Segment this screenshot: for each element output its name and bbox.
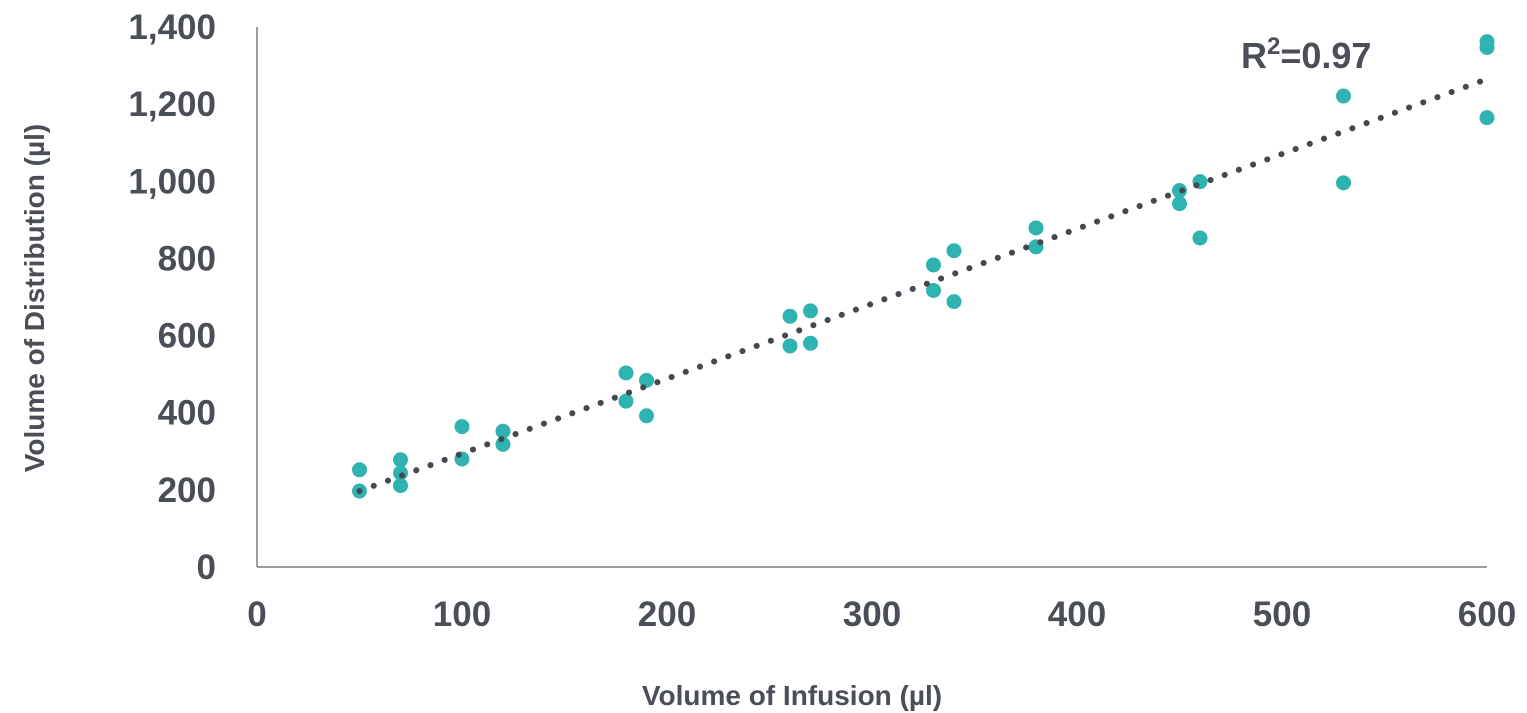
data-point <box>352 462 367 478</box>
data-point <box>803 335 818 351</box>
r-squared-value: =0.97 <box>1280 35 1371 76</box>
x-tick-label: 0 <box>247 595 266 634</box>
r-squared-superscript: 2 <box>1267 33 1280 60</box>
y-tick-label: 800 <box>158 239 216 278</box>
data-point <box>454 419 470 435</box>
x-tick-label: 100 <box>433 595 491 634</box>
trendline <box>356 76 1490 495</box>
data-point <box>782 338 798 354</box>
data-point <box>946 243 962 259</box>
y-tick-label: 1,000 <box>128 162 216 201</box>
r-squared-annotation: R2=0.97 <box>1241 33 1371 76</box>
r-squared-base: R <box>1241 35 1267 76</box>
data-point <box>495 423 511 439</box>
x-tick-label: 600 <box>1458 595 1516 634</box>
data-points <box>352 34 1495 499</box>
x-tick-label: 400 <box>1048 595 1106 634</box>
data-point <box>782 308 798 324</box>
x-tick-label: 200 <box>638 595 696 634</box>
y-tick-labels: 0 200 400 600 800 1,000 1,200 1,400 <box>128 8 216 587</box>
data-point <box>946 294 962 310</box>
y-tick-label: 1,200 <box>128 85 216 124</box>
data-point <box>1479 110 1495 126</box>
data-point <box>1336 88 1351 104</box>
data-point <box>1028 220 1044 236</box>
data-point <box>1336 175 1351 191</box>
data-point <box>1172 196 1187 212</box>
data-point <box>618 393 634 409</box>
x-tick-labels: 0 100 200 300 400 500 600 <box>247 595 1516 634</box>
x-tick-label: 300 <box>843 595 901 634</box>
y-axis-label: Volume of Distribution (µl) <box>19 124 50 472</box>
y-tick-label: 400 <box>158 394 216 433</box>
data-point <box>639 372 654 388</box>
y-tick-label: 200 <box>158 471 216 510</box>
data-point <box>393 452 408 468</box>
data-point <box>618 365 634 381</box>
data-point <box>926 257 941 273</box>
data-point <box>803 303 818 319</box>
data-point <box>926 282 941 298</box>
x-axis-label: Volume of Infusion (µl) <box>642 680 942 711</box>
y-tick-label: 0 <box>197 548 216 587</box>
y-tick-label: 600 <box>158 317 216 356</box>
y-tick-label: 1,400 <box>128 8 216 47</box>
data-point <box>639 408 654 424</box>
data-point <box>1479 39 1495 55</box>
data-point <box>393 478 408 494</box>
data-point <box>1192 230 1208 246</box>
x-tick-label: 500 <box>1253 595 1311 634</box>
